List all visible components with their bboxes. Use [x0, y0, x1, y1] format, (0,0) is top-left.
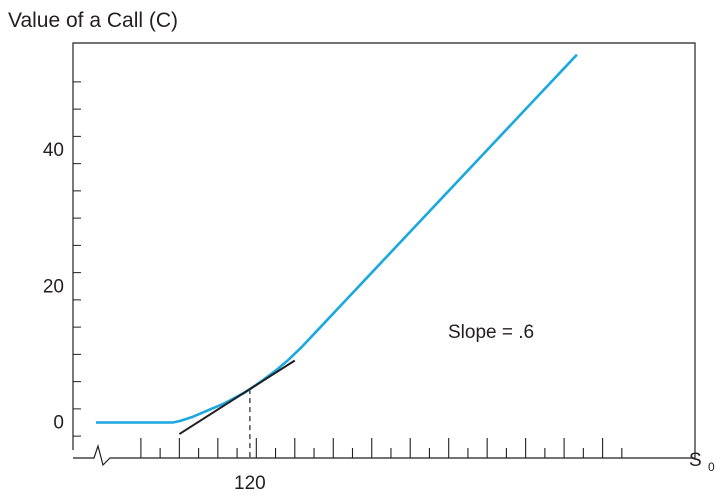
slope-annotation: Slope = .6: [448, 322, 534, 343]
y-tick-label: 0: [53, 413, 64, 434]
chart-title: Value of a Call (C): [8, 9, 178, 32]
y-axis: 0 20 40: [43, 81, 81, 437]
tangent-line: [178, 359, 296, 435]
y-tick-label: 40: [43, 140, 64, 161]
x-axis: 120: [140, 438, 623, 494]
x-axis-label-main: S: [689, 450, 702, 471]
x-axis-label-subscript: 0: [708, 460, 715, 474]
call-value-line: [96, 53, 578, 424]
x-axis-label: S 0: [689, 450, 715, 474]
axis-break-marker: [73, 443, 695, 467]
plot-frame: [72, 42, 696, 467]
x-tick-label: 120: [234, 473, 266, 494]
plot-frame-border: [72, 42, 696, 458]
y-tick-label: 20: [43, 276, 64, 297]
